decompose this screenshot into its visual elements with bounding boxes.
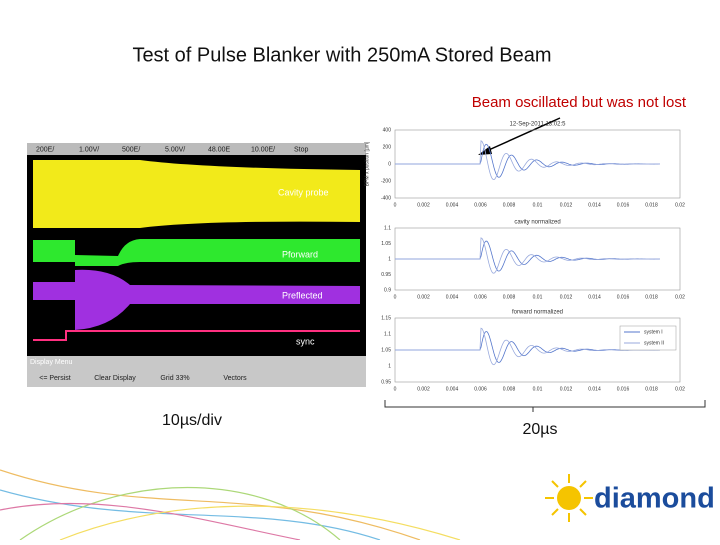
x-tick-label: 0.01 [533, 202, 543, 208]
x-tick-label: 0.02 [675, 202, 685, 208]
y-tick-label: 400 [383, 127, 392, 133]
trace-label: Pforward [282, 249, 318, 259]
scope-setting: 1.00V/ [79, 146, 99, 153]
logo: diamond [545, 474, 715, 522]
x-tick-label: 0.008 [503, 202, 516, 208]
span-label: 20µs [522, 421, 557, 438]
x-tick-label: 0.02 [675, 386, 685, 392]
x-tick-label: 0.016 [617, 386, 630, 392]
y-tick-label: 1.05 [381, 241, 391, 247]
x-tick-label: 0.016 [617, 294, 630, 300]
y-tick-label: 1 [388, 256, 391, 262]
y-tick-label: 1.1 [384, 331, 391, 337]
y-tick-label: 1 [388, 363, 391, 369]
plot-trace [395, 143, 660, 178]
y-tick-label: 1.15 [381, 315, 391, 321]
x-tick-label: 0 [394, 386, 397, 392]
scope-menu-bar [27, 356, 366, 387]
x-tick-label: 0.008 [503, 386, 516, 392]
scope-traces [33, 160, 360, 341]
trace-label: sync [296, 336, 315, 346]
slide-title: Test of Pulse Blanker with 250mA Stored … [132, 44, 551, 66]
x-tick-label: 0.01 [533, 386, 543, 392]
scope-menu-title: Display Menu [30, 359, 73, 366]
x-tick-label: 0.014 [588, 202, 601, 208]
y-tick-label: 1.05 [381, 347, 391, 353]
scope-setting: Stop [294, 146, 309, 153]
y-axis-label: BPM x position [µm] [364, 141, 370, 186]
x-tick-label: 0.014 [588, 294, 601, 300]
x-tick-label: 0.006 [474, 386, 487, 392]
logo-text: diamond [594, 483, 715, 515]
x-tick-label: 0.002 [417, 294, 430, 300]
x-tick-label: 0.004 [446, 202, 459, 208]
scope-setting: 48.00E [208, 146, 231, 153]
x-tick-label: 0.012 [560, 202, 573, 208]
trace-label: Cavity probe [278, 187, 329, 197]
x-tick-label: 0.012 [560, 294, 573, 300]
trace-label: Preflected [282, 290, 323, 300]
x-tick-label: 0.02 [675, 294, 685, 300]
plot-trace [395, 240, 661, 272]
y-tick-label: -400 [381, 195, 391, 201]
y-tick-label: 0 [388, 161, 391, 167]
y-tick-label: 0.9 [384, 287, 391, 293]
scope-top-bar [27, 143, 366, 155]
swirls [0, 469, 461, 541]
y-tick-label: 1.1 [384, 225, 391, 231]
plot-title: forward normalized [512, 310, 563, 316]
y-tick-label: 0.95 [381, 272, 391, 278]
scope-menu-item: Grid 33% [160, 375, 189, 382]
x-tick-label: 0.01 [533, 294, 543, 300]
scope-setting: 5.00V/ [165, 146, 185, 153]
annotation: Beam oscillated but was not lost [472, 94, 687, 111]
x-tick-label: 0.004 [446, 386, 459, 392]
scope-menu-item: Clear Display [94, 375, 136, 382]
legend-box [619, 325, 677, 351]
y-tick-label: -200 [381, 178, 391, 184]
x-tick-label: 0.002 [417, 386, 430, 392]
plot-trace [395, 140, 660, 181]
x-tick-label: 0.008 [503, 294, 516, 300]
timebase: 10µs/div [162, 412, 222, 429]
arrow [481, 117, 561, 154]
x-tick-label: 0.018 [645, 294, 658, 300]
legend-label: system II [644, 340, 664, 346]
scope-menu-item: <= Persist [39, 375, 71, 382]
x-tick-label: 0 [394, 294, 397, 300]
x-tick-label: 0.006 [474, 294, 487, 300]
legend-label: system I [644, 329, 663, 335]
x-tick-label: 0.016 [617, 202, 630, 208]
scope-menu-item: Vectors [223, 375, 247, 382]
plot-trace [395, 237, 660, 274]
x-tick-label: 0.004 [446, 294, 459, 300]
y-tick-label: 200 [383, 144, 392, 150]
plot-title: 12-Sep-2011 13:02:5 [510, 122, 567, 128]
scope-setting: 10.00E/ [251, 146, 275, 153]
x-tick-label: 0.018 [645, 202, 658, 208]
x-tick-label: 0.018 [645, 386, 658, 392]
scope-setting: 200E/ [36, 146, 54, 153]
x-tick-label: 0 [394, 202, 397, 208]
x-tick-label: 0.006 [474, 202, 487, 208]
plot-title: cavity normalized [514, 220, 560, 226]
x-tick-label: 0.012 [560, 386, 573, 392]
plot-trace [395, 327, 660, 366]
span-bracket [384, 400, 706, 412]
scope-setting: 500E/ [122, 146, 140, 153]
x-tick-label: 0.002 [417, 202, 430, 208]
y-tick-label: 0.95 [381, 379, 391, 385]
x-tick-label: 0.014 [588, 386, 601, 392]
